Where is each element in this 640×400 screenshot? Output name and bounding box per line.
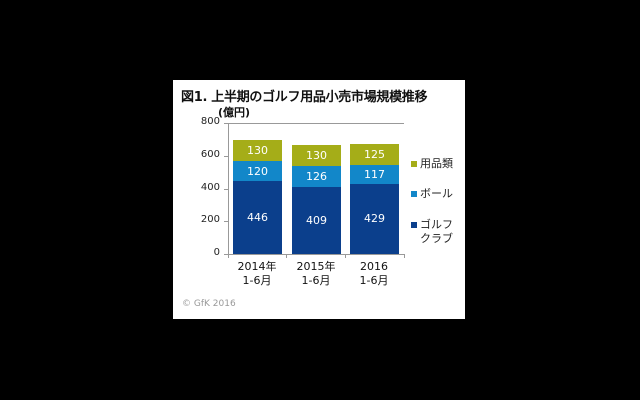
y-tick bbox=[224, 221, 228, 223]
legend-swatch-icon bbox=[411, 161, 417, 167]
x-tick bbox=[345, 254, 346, 258]
x-label-line2: 1-6月 bbox=[359, 274, 389, 287]
y-tick bbox=[224, 155, 228, 157]
x-label-line2: 1-6月 bbox=[301, 274, 331, 287]
x-category-label: 2015年 1-6月 bbox=[286, 260, 346, 288]
stacked-bar: 409 126 130 bbox=[292, 123, 341, 254]
y-tick-label: 400 bbox=[200, 181, 220, 193]
x-label-line1: 2014年 bbox=[237, 260, 277, 273]
y-tick-label: 200 bbox=[200, 214, 220, 226]
y-tick bbox=[224, 254, 228, 255]
x-tick bbox=[404, 254, 405, 258]
x-tick bbox=[228, 254, 229, 258]
legend-label: ボール bbox=[420, 187, 453, 200]
plot-area: 0 200 400 600 800 446 120 130 2014年 1-6月 409 126 130… bbox=[201, 116, 405, 287]
bar-segment-golf-club: 409 bbox=[292, 187, 341, 254]
bar-segment-golf-club: 429 bbox=[350, 183, 399, 254]
bar-segment-ball: 120 bbox=[233, 161, 282, 181]
legend-label: ゴルフ クラブ bbox=[420, 218, 453, 245]
x-category-label: 2014年 1-6月 bbox=[227, 260, 287, 288]
x-category-label: 2016 1-6月 bbox=[344, 260, 404, 288]
x-axis bbox=[228, 254, 404, 255]
bar-segment-ball: 126 bbox=[292, 166, 341, 188]
copyright: © GfK 2016 bbox=[182, 299, 236, 309]
y-tick-label: 0 bbox=[213, 247, 220, 258]
y-tick bbox=[224, 188, 228, 190]
y-tick-label: 600 bbox=[200, 148, 220, 160]
bar-segment-ball: 117 bbox=[350, 164, 399, 184]
x-label-line2: 1-6月 bbox=[242, 274, 272, 287]
stacked-bar: 429 117 125 bbox=[350, 123, 399, 254]
bar-segment-golf-club: 446 bbox=[233, 180, 282, 254]
legend-item: 用品類 bbox=[411, 157, 453, 171]
y-tick bbox=[224, 123, 228, 124]
x-label-line1: 2016 bbox=[360, 260, 388, 273]
legend-item: ボール bbox=[411, 187, 453, 201]
x-label-line1: 2015年 bbox=[296, 260, 336, 273]
legend-label: 用品類 bbox=[420, 157, 453, 170]
chart-panel: 図1. 上半期のゴルフ用品小売市場規模推移 (億円) 0 200 400 600 800… bbox=[173, 80, 465, 319]
bar-segment-goods: 130 bbox=[292, 145, 341, 167]
bar-segment-goods: 125 bbox=[350, 144, 399, 165]
legend-item: ゴルフ クラブ bbox=[411, 218, 453, 246]
chart-title: 図1. 上半期のゴルフ用品小売市場規模推移 bbox=[181, 90, 428, 105]
legend-swatch-icon bbox=[411, 191, 417, 197]
y-tick-label: 800 bbox=[200, 116, 220, 127]
unit-label: (億円) bbox=[218, 106, 251, 119]
stacked-bar: 446 120 130 bbox=[233, 123, 282, 254]
legend-swatch-icon bbox=[411, 222, 417, 228]
y-axis bbox=[228, 123, 229, 254]
bar-segment-goods: 130 bbox=[233, 140, 282, 162]
top-gridline bbox=[228, 123, 404, 124]
x-tick bbox=[286, 254, 287, 258]
